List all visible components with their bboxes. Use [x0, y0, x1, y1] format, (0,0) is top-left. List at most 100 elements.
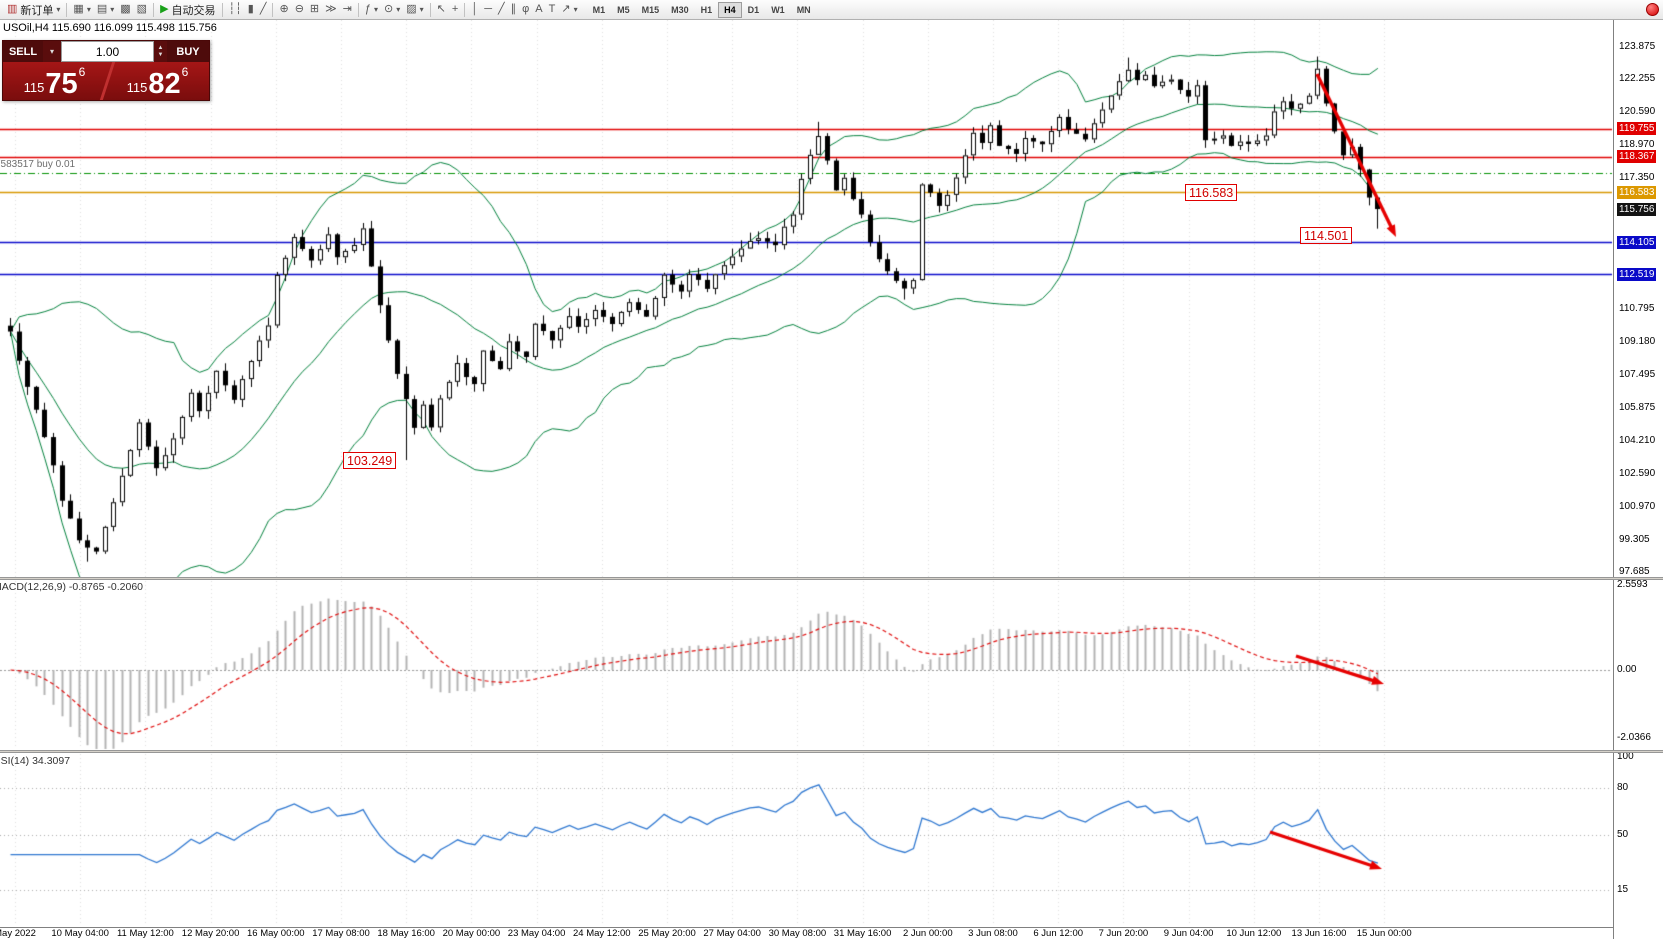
timeframe-m15[interactable]: M15 — [641, 4, 660, 15]
timeframe-w1[interactable]: W1 — [771, 4, 785, 15]
chart-shift-icon[interactable]: ⇥ — [340, 3, 355, 16]
time-axis-label: 13 Jun 16:00 — [1291, 928, 1347, 939]
rsi-axis-label: 80 — [1617, 782, 1629, 794]
zoom-in-icon-glyph: ⊕ — [279, 3, 289, 15]
auto-scroll-icon[interactable]: ≫ — [322, 3, 340, 16]
alert-icon[interactable] — [1646, 3, 1659, 16]
price-axis-label: 105.875 — [1619, 402, 1656, 413]
panel-separator-macd[interactable] — [0, 577, 1663, 580]
crosshair-icon[interactable]: + — [449, 3, 461, 16]
trade-widget-prices: 115 75 6 115 82 6 — [3, 62, 209, 100]
timeframe-m1[interactable]: M1 — [592, 4, 606, 15]
price-axis-label: 119.755 — [1617, 122, 1657, 136]
arrows-tool-icon[interactable]: ↗ ▾ — [558, 3, 580, 16]
new-chart-icon[interactable]: ▦ ▾ — [70, 3, 93, 16]
text-label-icon-glyph: T — [548, 3, 556, 15]
data-window-icon[interactable]: ▧ — [134, 3, 150, 16]
buy-price-whole: 115 — [126, 79, 148, 95]
price-axis-label: 115.756 — [1617, 202, 1657, 216]
timeframe-m30[interactable]: M30 — [671, 4, 689, 15]
macd-axis-label: 2.5593 — [1617, 578, 1648, 590]
vertical-line-icon[interactable]: │ — [468, 3, 481, 16]
panel-separator-rsi[interactable] — [0, 750, 1663, 753]
sell-price-button[interactable]: 115 75 6 — [3, 62, 106, 100]
sell-price-point: 6 — [78, 65, 86, 79]
zoom-out-icon[interactable]: ⊖ — [292, 3, 307, 16]
new-order-button-glyph: ▥ — [7, 3, 18, 15]
templates-icon-glyph: ▨ — [406, 3, 417, 15]
rsi-axis-label: 15 — [1617, 883, 1629, 895]
tile-windows-icon[interactable]: ⊞ — [307, 3, 322, 16]
timeframe-h1[interactable]: H1 — [700, 4, 713, 15]
price-annotation-recent[interactable]: 114.501 — [1300, 227, 1353, 244]
price-axis-label: 123.875 — [1619, 40, 1656, 52]
macd-axis-label: 0.00 — [1617, 664, 1637, 675]
new-order-button-label: 新订单 — [20, 4, 54, 17]
tile-windows-icon-glyph: ⊞ — [309, 3, 320, 15]
time-axis-label: 25 May 20:00 — [638, 928, 696, 939]
timeframe-h4[interactable]: H4 — [718, 1, 742, 18]
price-axis-label: 107.495 — [1619, 369, 1656, 381]
profiles-icon-glyph: ▤ — [96, 3, 108, 15]
time-axis-label: 10 May 04:00 — [51, 928, 109, 939]
bar-chart-icon-glyph: ┆┆ — [228, 3, 242, 15]
autotrade-button[interactable]: ▶ 自动交易 — [157, 1, 218, 19]
caret-down-icon: ▾ — [56, 5, 61, 14]
indicators-icon[interactable]: ƒ ▾ — [362, 3, 381, 16]
volume-stepper[interactable]: ▲ ▼ — [154, 41, 167, 62]
price-axis-label: 104.210 — [1619, 435, 1656, 447]
bar-chart-icon[interactable]: ┆┆ — [226, 3, 245, 16]
sell-price-whole: 115 — [23, 79, 45, 95]
price-annotation-low[interactable]: 103.249 — [343, 452, 397, 469]
market-watch-icon[interactable]: ▩ — [117, 3, 133, 16]
caret-down-icon: ▾ — [573, 5, 578, 14]
market-watch-icon-glyph: ▩ — [120, 3, 131, 15]
text-label-icon[interactable]: T — [546, 3, 559, 16]
time-axis-label: 7 Jun 20:00 — [1098, 928, 1149, 939]
timeframe-mn[interactable]: MN — [796, 4, 811, 15]
text-icon[interactable]: A — [532, 3, 545, 16]
time-axis-label: 23 May 04:00 — [507, 928, 566, 939]
open-position-label[interactable]: 7583517 buy 0.01 — [0, 159, 76, 170]
trendline-icon[interactable]: ╱ — [495, 3, 508, 16]
candlestick-chart-icon[interactable]: ▮ — [245, 3, 257, 16]
caret-down-icon: ▾ — [110, 5, 115, 14]
toolbar-divider — [357, 2, 359, 17]
horizontal-line-icon[interactable]: ─ — [481, 3, 495, 16]
new-order-button[interactable]: ▥ 新订单 ▾ — [4, 1, 63, 19]
indicators-icon-glyph: ƒ — [364, 3, 371, 15]
toolbar-divider — [221, 2, 223, 17]
templates-icon[interactable]: ▨ ▾ — [403, 3, 426, 16]
rsi-indicator-label: RSI(14) 34.3097 — [0, 755, 71, 767]
line-chart-icon-glyph: ╱ — [259, 3, 267, 15]
fibonacci-icon[interactable]: φ — [519, 3, 532, 16]
price-axis[interactable]: 123.875 122.255 120.590 119.755 118.970 118.3… — [1613, 20, 1663, 939]
volume-dropdown[interactable]: ▾ — [43, 41, 61, 62]
zoom-in-icon[interactable]: ⊕ — [276, 3, 291, 16]
channel-icon[interactable]: ∥ — [508, 3, 520, 16]
price-axis-label: 118.367 — [1617, 150, 1657, 164]
price-axis-label: 97.685 — [1619, 566, 1650, 578]
sell-button[interactable]: SELL — [3, 41, 43, 62]
cursor-icon[interactable]: ↖ — [434, 3, 449, 16]
timeframe-d1[interactable]: D1 — [747, 4, 760, 15]
new-chart-icon-glyph: ▦ — [73, 3, 84, 15]
price-axis-label: 120.590 — [1619, 106, 1656, 118]
periods-icon[interactable]: ⊙ ▾ — [381, 3, 403, 16]
buy-price-button[interactable]: 115 82 6 — [106, 62, 209, 100]
one-click-trading-widget: SELL ▾ ▲▼ BUY 115 75 6 115 82 6 — [2, 40, 210, 101]
data-window-icon-glyph: ▧ — [136, 3, 148, 15]
toolbar-divider — [464, 2, 466, 17]
buy-button[interactable]: BUY — [167, 41, 209, 62]
timeframe-m5[interactable]: M5 — [617, 4, 630, 15]
line-chart-icon[interactable]: ╱ — [257, 3, 270, 16]
time-axis[interactable]: May 2022 10 May 04:00 11 May 12:00 12 May 2… — [0, 927, 1613, 939]
zoom-out-icon-glyph: ⊖ — [294, 3, 304, 15]
chart-ohlc-info: USOil,H4 115.690 116.099 115.498 115.756 — [3, 22, 217, 34]
price-annotation-mid[interactable]: 116.583 — [1185, 184, 1238, 201]
toolbar-divider — [66, 2, 68, 17]
volume-input[interactable] — [61, 41, 154, 62]
profiles-icon[interactable]: ▤ ▾ — [94, 3, 117, 16]
